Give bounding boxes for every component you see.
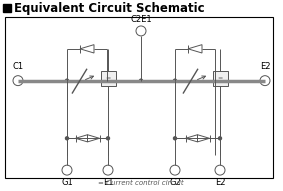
Text: E1: E1 [103, 178, 113, 187]
Bar [3, 4, 11, 12]
Text: G1: G1 [61, 178, 73, 187]
Bar [213, 71, 228, 86]
Text: =: = [217, 76, 223, 81]
Circle shape [140, 79, 143, 82]
Bar [5, 17, 273, 178]
Text: C1: C1 [12, 62, 23, 71]
Text: = Current control circuit: = Current control circuit [98, 180, 184, 186]
Circle shape [173, 137, 177, 140]
Text: G2: G2 [169, 178, 181, 187]
Circle shape [213, 79, 216, 82]
Circle shape [106, 79, 108, 82]
Circle shape [106, 137, 110, 140]
Text: =: = [105, 76, 111, 81]
Text: C2E1: C2E1 [130, 15, 152, 24]
Text: Equivalent Circuit Schematic: Equivalent Circuit Schematic [14, 2, 205, 15]
Text: E2: E2 [215, 178, 225, 187]
Text: E2: E2 [260, 62, 270, 71]
Circle shape [65, 79, 68, 82]
Circle shape [218, 137, 222, 140]
Bar [100, 71, 115, 86]
Circle shape [173, 79, 177, 82]
Circle shape [65, 137, 68, 140]
